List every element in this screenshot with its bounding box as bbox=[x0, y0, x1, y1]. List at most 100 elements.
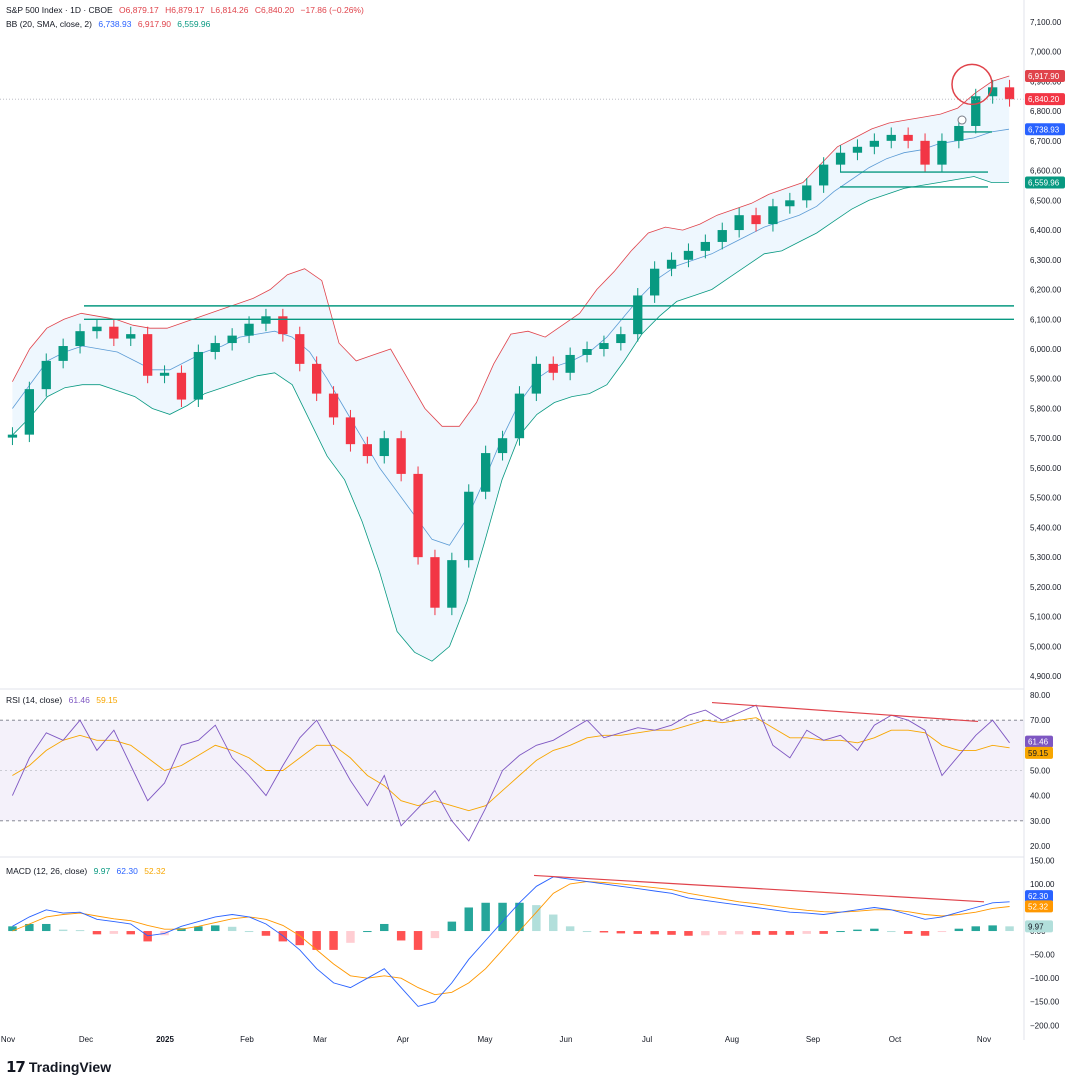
macd-tick-label: −50.00 bbox=[1030, 951, 1055, 960]
candle-body bbox=[650, 268, 660, 296]
macd-line-value: 62.30 bbox=[116, 866, 138, 876]
rsi-pane[interactable] bbox=[0, 701, 1024, 842]
price-label-text: 6,917.90 bbox=[1028, 72, 1060, 81]
price-legend[interactable]: S&P 500 Index · 1D · CBOE O6,879.17 H6,8… bbox=[6, 5, 368, 15]
candle-body bbox=[396, 438, 406, 474]
macd-legend[interactable]: MACD (12, 26, close) 9.97 62.30 52.32 bbox=[6, 866, 169, 876]
price-label-box bbox=[1025, 123, 1065, 136]
candle-body bbox=[903, 134, 913, 141]
rsi-label-text: 61.46 bbox=[1028, 738, 1049, 747]
macd-pane[interactable] bbox=[8, 874, 1014, 1007]
time-tick-label: Sep bbox=[806, 1035, 821, 1044]
macd-histogram-bar bbox=[870, 928, 879, 932]
macd-histogram-bar bbox=[718, 931, 727, 935]
candle-body bbox=[126, 334, 136, 339]
candle-body bbox=[514, 393, 525, 439]
macd-histogram-bar bbox=[650, 931, 659, 935]
macd-histogram-bar bbox=[8, 926, 17, 932]
price-tick-label: 6,300.00 bbox=[1030, 256, 1062, 265]
candle-body bbox=[819, 164, 829, 186]
price-label-text: 6,840.20 bbox=[1028, 95, 1060, 104]
macd-histogram-bar bbox=[481, 902, 490, 932]
macd-histogram-bar bbox=[75, 930, 85, 932]
rsi-label-text: 59.15 bbox=[1028, 749, 1049, 758]
price-label-text: 6,738.93 bbox=[1028, 125, 1060, 134]
macd-histogram-bar bbox=[633, 931, 642, 934]
macd-histogram-bar bbox=[109, 931, 119, 934]
price-pane[interactable] bbox=[0, 63, 1024, 662]
macd-histogram-bar bbox=[785, 931, 795, 935]
price-tick-label: 5,500.00 bbox=[1030, 494, 1062, 503]
price-tick-label: 6,500.00 bbox=[1030, 196, 1062, 205]
macd-histogram-bar bbox=[430, 931, 440, 939]
bb-basis-value: 6,738.93 bbox=[98, 19, 132, 29]
macd-histogram-bar bbox=[329, 931, 338, 950]
candle-body bbox=[261, 316, 271, 324]
price-tick-label: 5,900.00 bbox=[1030, 375, 1062, 384]
rsi-line bbox=[11, 704, 1010, 842]
rsi-label-box bbox=[1025, 735, 1053, 748]
macd-histogram-bar bbox=[819, 931, 828, 934]
candle-body bbox=[176, 372, 187, 400]
macd-histogram-bar bbox=[126, 931, 135, 935]
candle-body bbox=[362, 444, 372, 457]
price-tick-label: 5,000.00 bbox=[1030, 642, 1062, 651]
candle-body bbox=[869, 140, 879, 147]
price-tick-label: 6,600.00 bbox=[1030, 167, 1062, 176]
rsi-tick-label: 70.00 bbox=[1030, 716, 1051, 725]
rsi-tick-label: 20.00 bbox=[1030, 842, 1051, 851]
macd-histogram-bar bbox=[194, 926, 203, 932]
change-value: −17.86 (−0.26%) bbox=[300, 5, 364, 15]
macd-signal-line bbox=[12, 881, 1010, 996]
tradingview-logo[interactable]: 17 TradingView bbox=[6, 1058, 111, 1076]
time-tick-label: Feb bbox=[240, 1035, 254, 1044]
macd-histogram-bar bbox=[988, 925, 997, 932]
macd-hist-value: 9.97 bbox=[93, 866, 111, 876]
candle-body bbox=[75, 331, 85, 347]
macd-histogram-bar bbox=[295, 931, 304, 946]
price-tick-label: 5,400.00 bbox=[1030, 523, 1062, 532]
rsi-label: RSI (14, close) bbox=[6, 695, 63, 705]
candle-body bbox=[447, 560, 457, 608]
bollinger-band-fill bbox=[12, 76, 1010, 662]
candle-body bbox=[751, 215, 761, 225]
candle-body bbox=[295, 334, 305, 364]
time-tick-label: Aug bbox=[725, 1035, 739, 1044]
macd-histogram-bar bbox=[768, 931, 778, 935]
low-value: L6,814.26 bbox=[210, 5, 249, 15]
macd-label-box bbox=[1025, 920, 1053, 933]
time-tick-label: Dec bbox=[79, 1035, 93, 1044]
macd-histogram-bar bbox=[25, 923, 34, 932]
candle-body bbox=[599, 343, 609, 349]
candle-body bbox=[464, 491, 474, 561]
macd-histogram-bar bbox=[211, 925, 220, 932]
macd-histogram-bar bbox=[954, 928, 964, 932]
macd-histogram-bar bbox=[363, 931, 372, 933]
candle-body bbox=[886, 134, 896, 141]
macd-histogram-bar bbox=[549, 914, 558, 932]
macd-tick-label: −200.00 bbox=[1030, 1021, 1060, 1030]
close-value: C6,840.20 bbox=[254, 5, 295, 15]
candle-body bbox=[7, 434, 18, 438]
rsi-value: 61.46 bbox=[68, 695, 90, 705]
candle-body bbox=[244, 323, 254, 336]
rsi-legend[interactable]: RSI (14, close) 61.46 59.15 bbox=[6, 695, 122, 705]
candle-body bbox=[717, 230, 727, 242]
rsi-ma-value: 59.15 bbox=[96, 695, 118, 705]
time-tick-label: 2025 bbox=[156, 1035, 174, 1044]
macd-line bbox=[12, 876, 1010, 1007]
bb-upper-value: 6,917.90 bbox=[137, 19, 171, 29]
macd-histogram-bar bbox=[887, 931, 896, 933]
time-tick-label: Jul bbox=[642, 1035, 652, 1044]
candle-body bbox=[497, 438, 508, 454]
macd-histogram-bar bbox=[227, 926, 237, 932]
macd-label-text: 9.97 bbox=[1028, 922, 1044, 931]
candle-body bbox=[193, 351, 203, 400]
price-label-text: 6,559.96 bbox=[1028, 178, 1060, 187]
rsi-ma-line bbox=[12, 717, 1010, 812]
macd-histogram-bar bbox=[396, 931, 406, 941]
macd-histogram-bar bbox=[903, 931, 913, 934]
bb-legend[interactable]: BB (20, SMA, close, 2) 6,738.93 6,917.90… bbox=[6, 19, 214, 29]
macd-histogram-bar bbox=[582, 931, 592, 933]
